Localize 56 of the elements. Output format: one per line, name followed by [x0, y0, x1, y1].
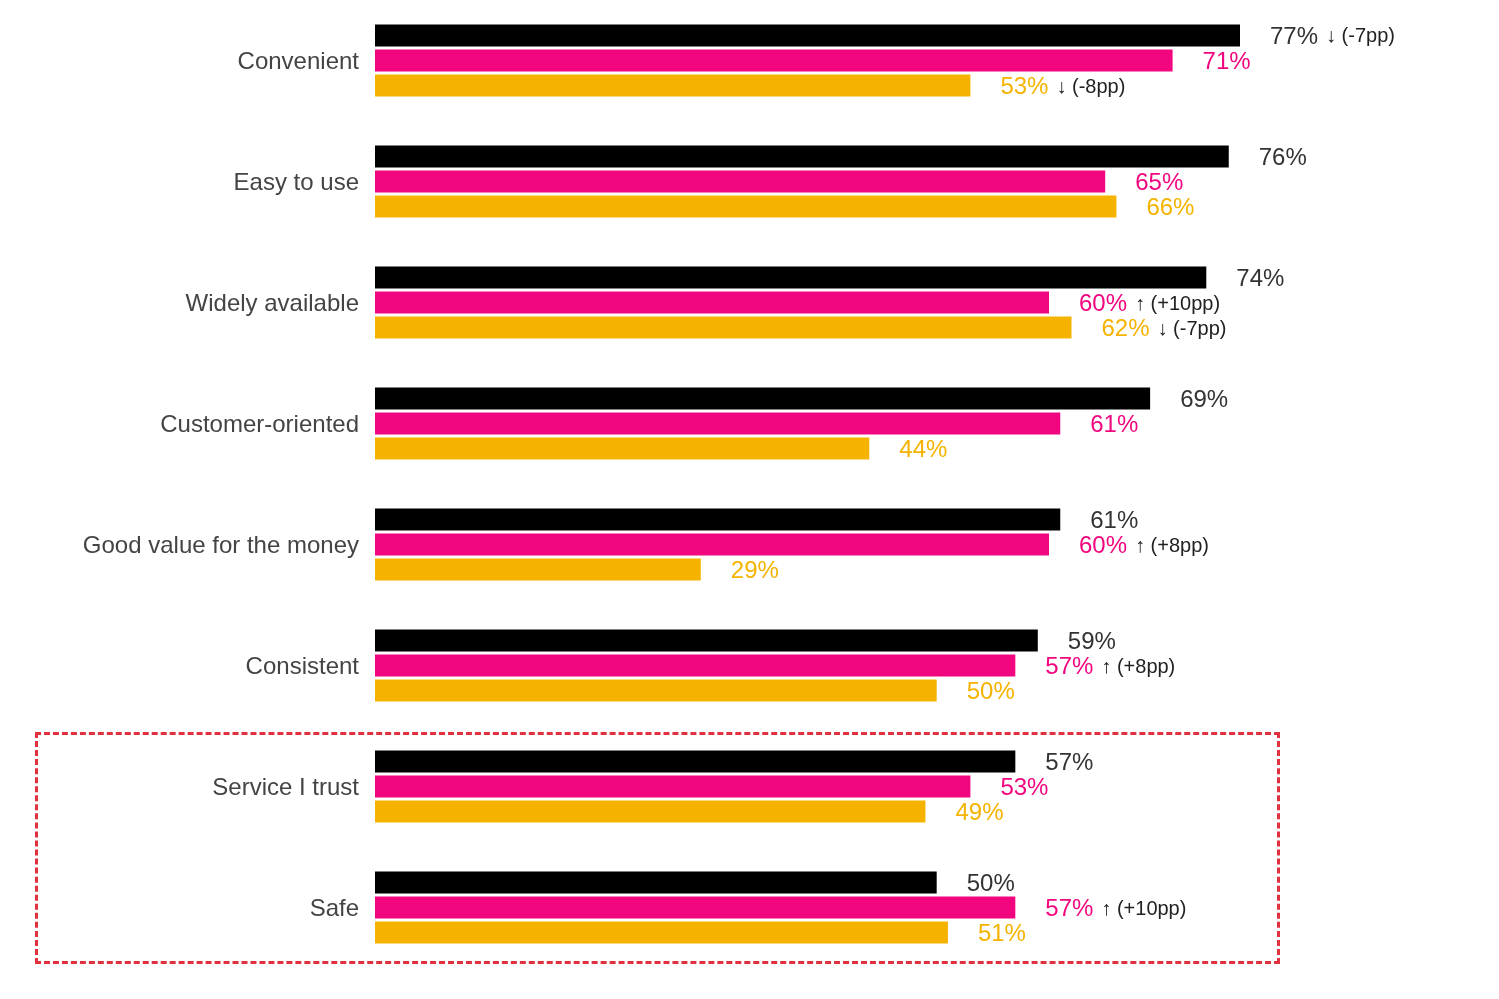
- data-label: 53% ↓ (-8pp): [1000, 72, 1126, 100]
- bar: [375, 800, 926, 823]
- data-label: 49%: [955, 798, 1004, 826]
- y-tick-label: Service I trust: [212, 773, 360, 800]
- data-label: 77% ↓ (-7pp): [1270, 21, 1395, 49]
- data-label: 57% ↑ (+10pp): [1045, 894, 1187, 921]
- data-label: 60% ↑ (+10pp): [1079, 289, 1221, 316]
- bar: [375, 291, 1050, 314]
- bar: [375, 558, 701, 581]
- data-label: 57% ↑ (+8pp): [1045, 652, 1176, 679]
- data-label: 76%: [1258, 142, 1307, 170]
- bar: [375, 266, 1207, 289]
- bar: [375, 412, 1061, 435]
- bar: [375, 508, 1061, 531]
- bar: [375, 437, 870, 460]
- data-label: 50%: [966, 677, 1015, 705]
- bar: [375, 533, 1050, 556]
- data-label: 59%: [1067, 626, 1116, 654]
- data-label: 53%: [1000, 773, 1049, 800]
- data-label: 62% ↓ (-7pp): [1101, 314, 1227, 342]
- bar: [375, 871, 937, 894]
- bar: [375, 24, 1240, 47]
- data-label: 29%: [730, 556, 779, 584]
- bar: [375, 195, 1117, 218]
- bar: [375, 629, 1038, 652]
- data-label: 61%: [1090, 410, 1139, 437]
- bar: [375, 145, 1229, 168]
- y-tick-label: Convenient: [237, 47, 360, 74]
- data-label: 50%: [966, 868, 1015, 896]
- y-tick-label: Customer-oriented: [160, 410, 359, 437]
- bar: [375, 775, 971, 798]
- y-tick-label: Consistent: [245, 652, 360, 679]
- bar: [375, 896, 1016, 919]
- data-label: 44%: [899, 435, 948, 463]
- data-label: 60% ↑ (+8pp): [1079, 531, 1209, 558]
- data-label: 69%: [1180, 384, 1229, 412]
- bar: [375, 750, 1016, 773]
- data-label: 65%: [1135, 168, 1184, 195]
- bar: [375, 316, 1072, 339]
- bar: [375, 679, 937, 702]
- bar: [375, 74, 971, 97]
- data-label: 66%: [1146, 193, 1195, 221]
- y-tick-label: Easy to use: [233, 168, 359, 195]
- bar: [375, 654, 1016, 677]
- data-label: 61%: [1090, 505, 1139, 533]
- bar: [375, 49, 1173, 72]
- y-tick-label: Widely available: [185, 289, 359, 316]
- y-tick-label: Good value for the money: [82, 531, 359, 558]
- bar: [375, 170, 1106, 193]
- bar: [375, 387, 1151, 410]
- data-label: 57%: [1045, 747, 1094, 775]
- bar: [375, 921, 948, 944]
- y-tick-label: Safe: [309, 894, 359, 921]
- data-label: 74%: [1236, 263, 1285, 291]
- data-label: 51%: [977, 919, 1026, 947]
- data-label: 71%: [1202, 47, 1251, 74]
